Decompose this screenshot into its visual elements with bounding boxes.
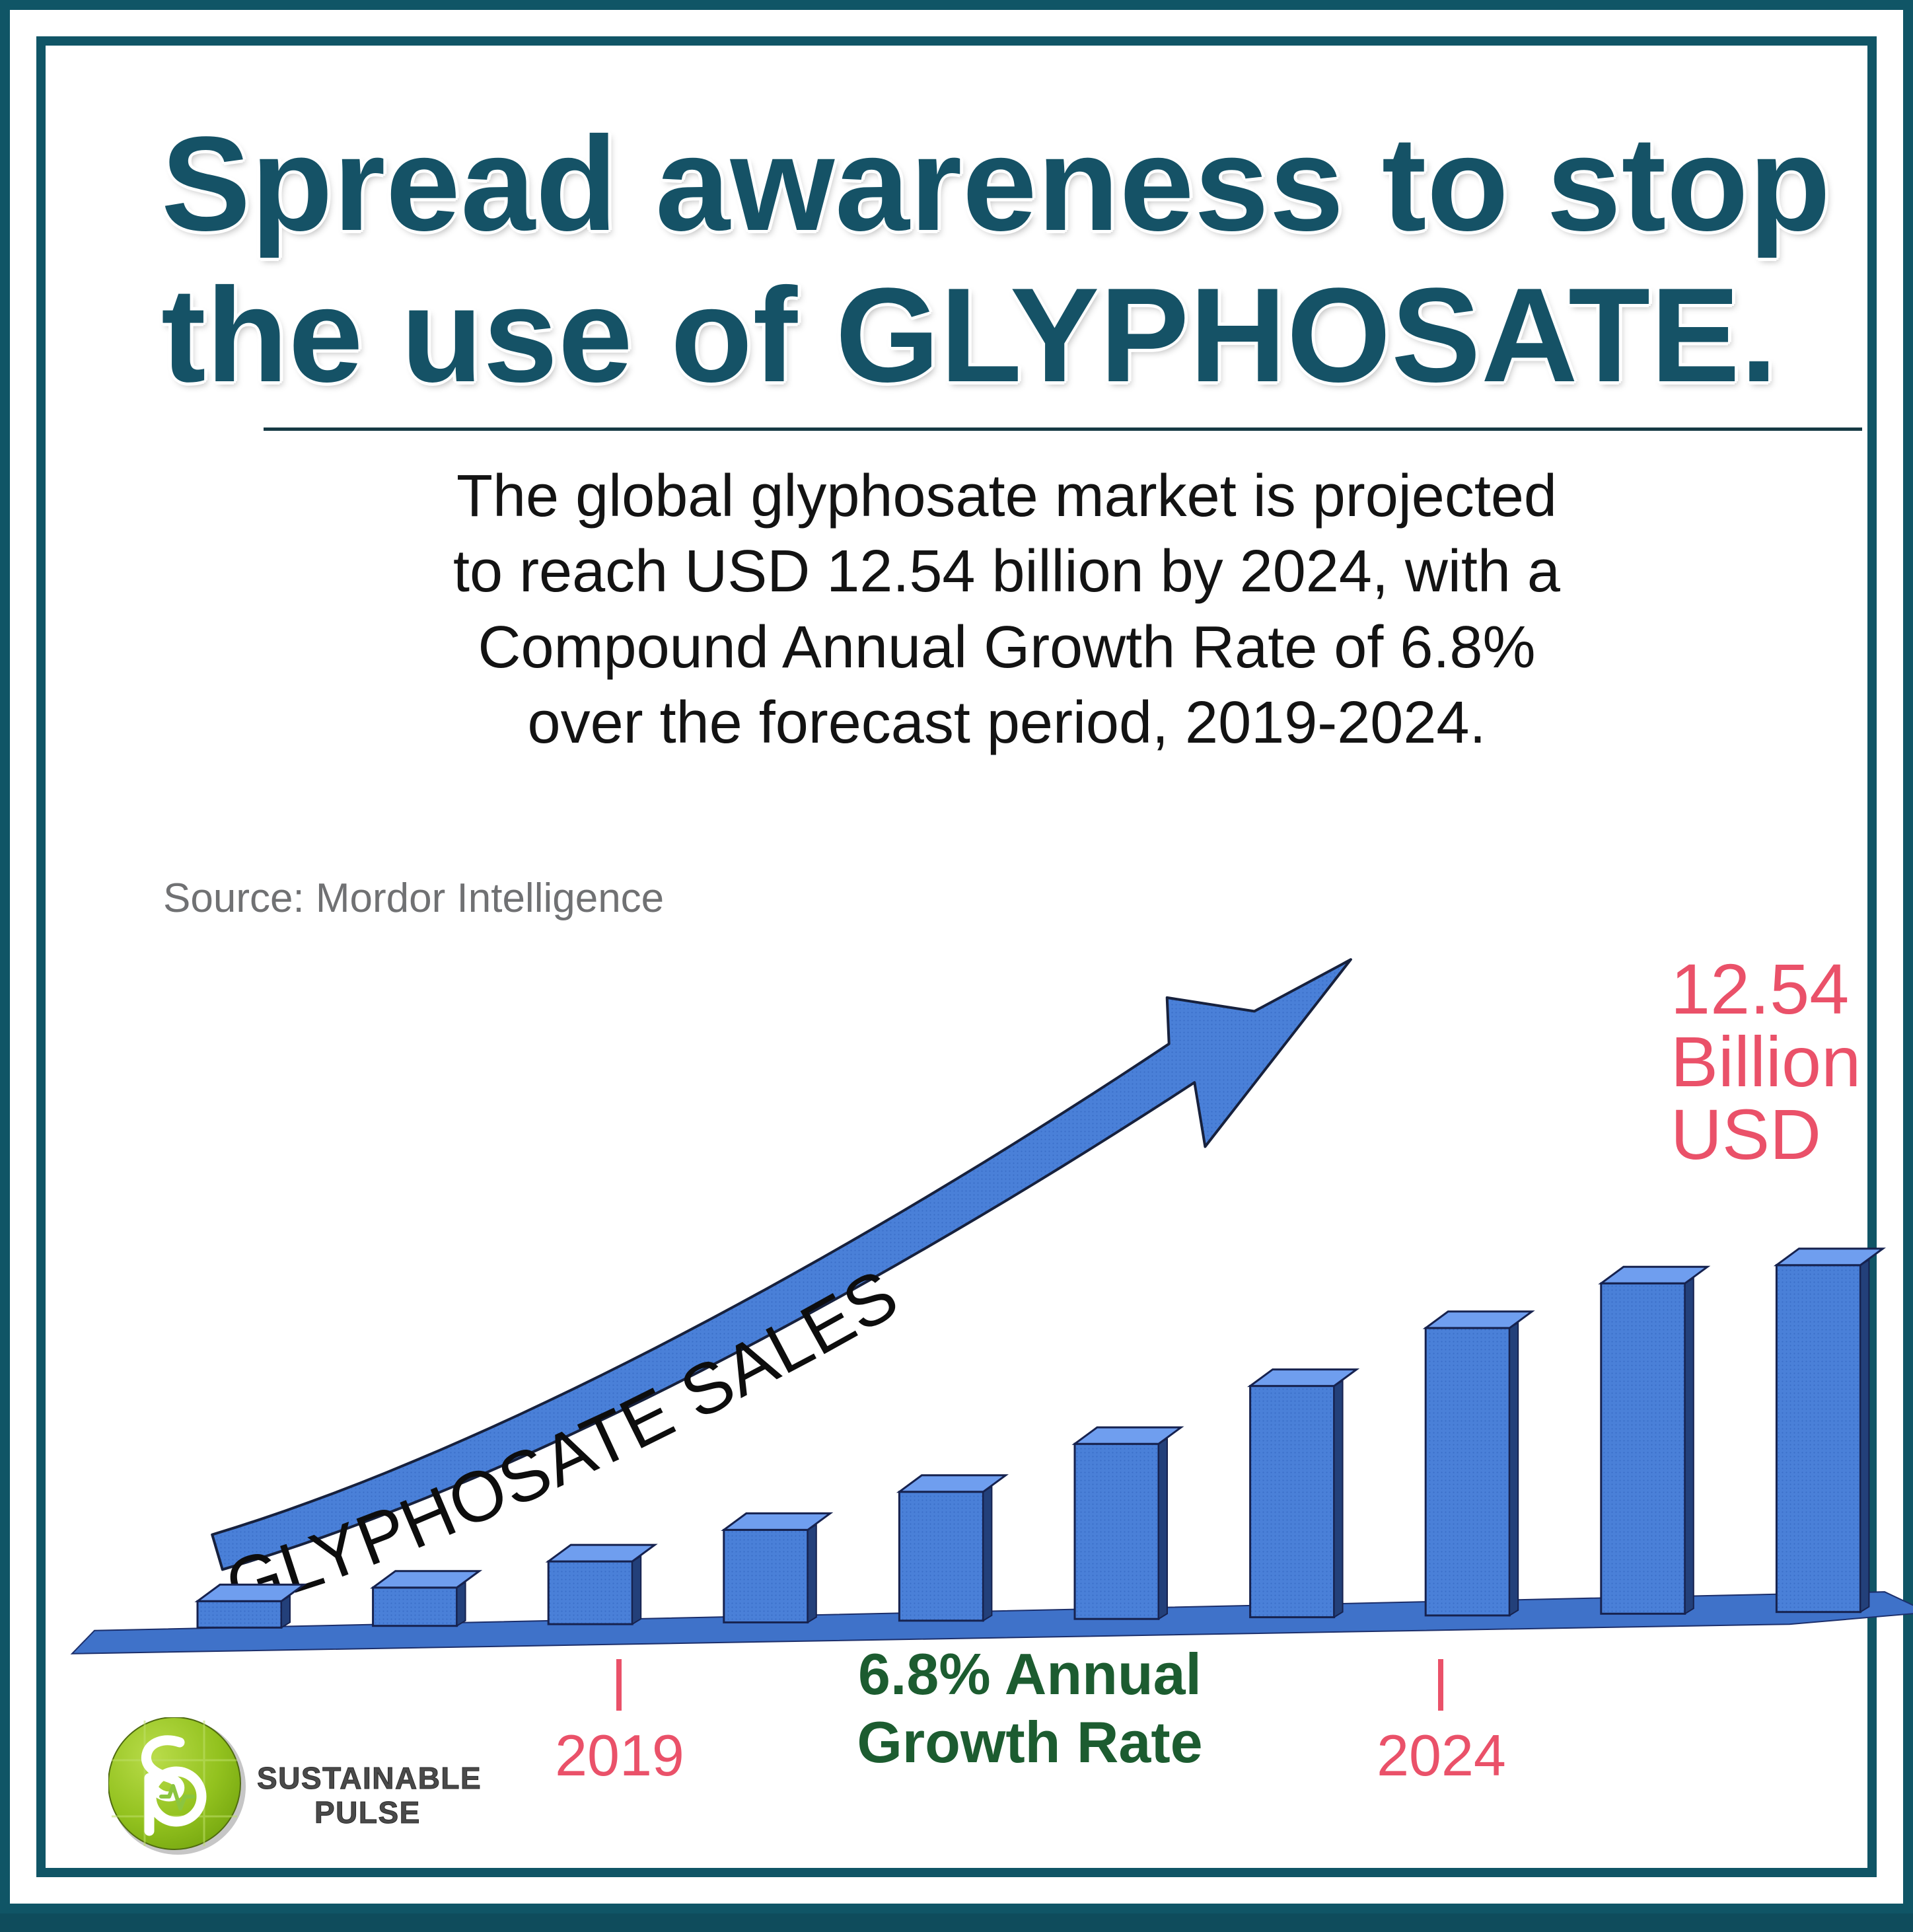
svg-text:Billion: Billion [1671,1022,1861,1101]
svg-text:2024: 2024 [1377,1723,1506,1788]
svg-text:2019: 2019 [555,1723,684,1788]
svg-text:12.54: 12.54 [1671,949,1849,1029]
svg-text:Growth Rate: Growth Rate [857,1709,1202,1775]
svg-text:USD: USD [1671,1094,1821,1174]
svg-text:6.8% Annual: 6.8% Annual [858,1641,1202,1707]
